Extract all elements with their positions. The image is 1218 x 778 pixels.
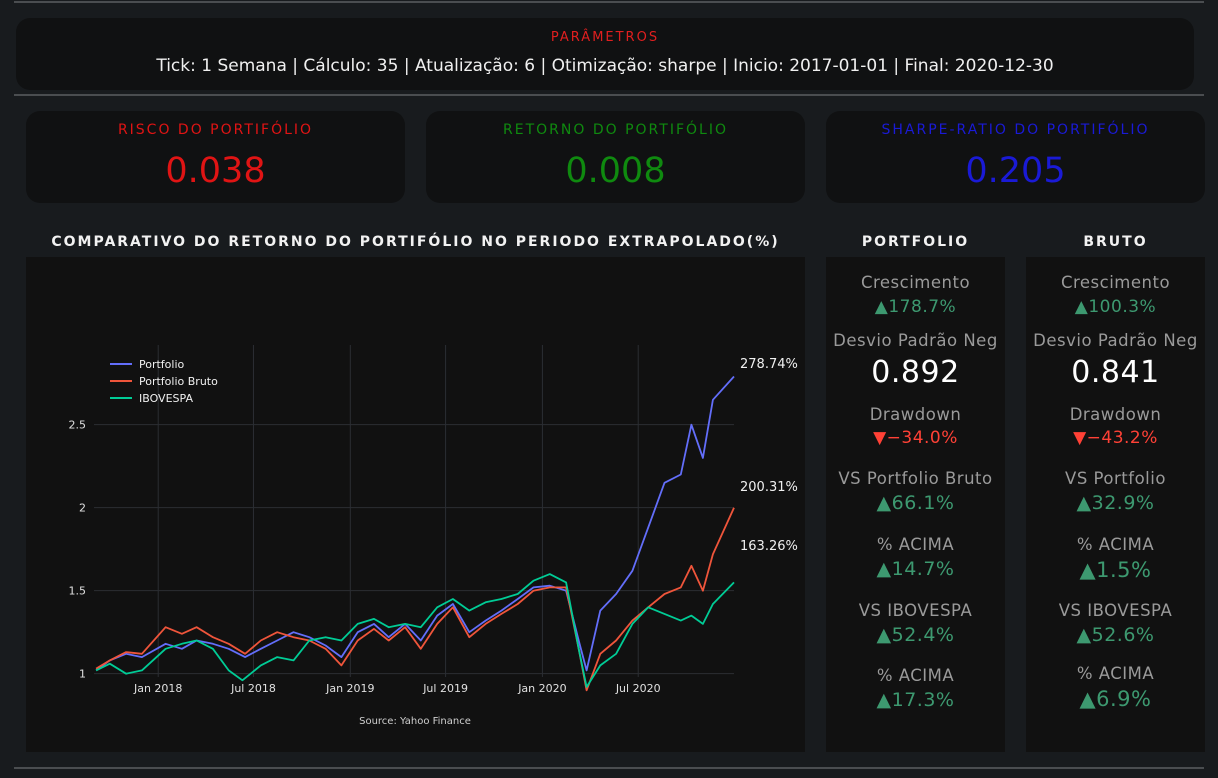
crescimento-label: Crescimento [860,273,971,292]
x-tick-label: Jan 2018 [133,682,182,695]
series-line-3 [95,573,735,688]
end-label: 200.31% [740,480,798,495]
acima1-label: % ACIMA [1076,535,1155,554]
legend-label: IBOVESPA [139,392,193,405]
drawdown-label: Drawdown [869,405,962,424]
x-tick-label: Jul 2019 [422,682,468,695]
end-label: 163.26% [740,539,798,554]
series-line-2 [95,507,735,692]
kpi-card-return: RETORNO DO PORTIFÓLIO 0.008 [426,111,805,203]
y-tick-label: 2 [79,502,86,515]
desvio-label: Desvio Padrão Neg [1033,331,1198,350]
crescimento-value: ▲178.7% [874,297,957,317]
bruto-stats-title: BRUTO [1083,234,1148,250]
vs-ibovespa-label: VS IBOVESPA [858,601,973,620]
crescimento-value: ▲100.3% [1074,297,1157,317]
kpi-sharpe-value: 0.205 [965,151,1066,191]
chart-grid [94,345,734,677]
chart-legend: Portfolio Portfolio Bruto IBOVESPA [110,358,218,405]
x-tick-labels: Jan 2018 Jul 2018 Jan 2019 Jul 2019 Jan 2020… [133,682,661,695]
portfolio-stats-panel: Crescimento ▲178.7% Desvio Padrão Neg 0.… [826,257,1005,752]
vs-ibovespa-label: VS IBOVESPA [1058,601,1173,620]
x-tick-label: Jul 2020 [615,682,661,695]
kpi-risk-value: 0.038 [165,151,266,191]
vs-ibovespa-value: ▲52.4% [876,624,955,646]
desvio-label: Desvio Padrão Neg [833,331,998,350]
legend-label: Portfolio [139,358,185,371]
vs-portfolio-value: ▲32.9% [1076,492,1155,514]
y-tick-label: 1 [79,668,86,681]
vs-portfolio-label: VS Portfolio [1065,469,1166,488]
acima2-label: % ACIMA [876,666,955,685]
drawdown-value: ▼−34.0% [873,428,958,448]
kpi-return-label: RETORNO DO PORTIFÓLIO [503,122,728,138]
kpi-return-value: 0.008 [565,151,666,191]
crescimento-label: Crescimento [1060,273,1171,292]
chart-svg: 1 1.5 2 2.5 Jan 2018 Jul 2018 Jan 2019 Jul 201… [69,345,798,727]
acima1-label: % ACIMA [876,535,955,554]
drawdown-label: Drawdown [1069,405,1162,424]
kpi-risk-label: RISCO DO PORTIFÓLIO [117,122,314,138]
drawdown-value: ▼−43.2% [1073,428,1158,448]
series-line-1 [95,375,735,672]
end-labels: 278.74% 200.31% 163.26% [740,357,798,554]
params-panel: PARÂMETROS Tick: 1 Semana | Cálculo: 35 … [16,18,1194,90]
desvio-value: 0.841 [1071,355,1160,390]
x-tick-label: Jan 2020 [517,682,566,695]
kpi-card-risk: RISCO DO PORTIFÓLIO 0.038 [26,111,405,203]
y-tick-label: 2.5 [69,419,87,432]
acima2-value: ▲17.3% [876,689,955,711]
acima1-value: ▲14.7% [876,558,955,580]
acima1-value: ▲1.5% [1079,558,1152,582]
kpi-sharpe-label: SHARPE-RATIO DO PORTIFÓLIO [881,122,1150,138]
y-tick-label: 1.5 [69,585,87,598]
params-text: Tick: 1 Semana | Cálculo: 35 | Atualizaç… [156,56,1054,76]
end-label: 278.74% [740,357,798,372]
bruto-stats-panel: Crescimento ▲100.3% Desvio Padrão Neg 0.… [1026,257,1205,752]
x-tick-label: Jul 2018 [230,682,276,695]
vs-bruto-label: VS Portfolio Bruto [838,469,993,488]
acima2-value: ▲6.9% [1079,687,1152,711]
acima2-label: % ACIMA [1076,664,1155,683]
portfolio-stats-title: PORTFOLIO [861,234,970,250]
legend-label: Portfolio Bruto [139,375,218,388]
chart-source: Source: Yahoo Finance [359,716,471,727]
vs-bruto-value: ▲66.1% [876,492,955,514]
vs-ibovespa-value: ▲52.6% [1076,624,1155,646]
x-tick-label: Jan 2019 [325,682,374,695]
chart-title: COMPARATIVO DO RETORNO DO PORTIFÓLIO NO … [51,234,780,250]
desvio-value: 0.892 [871,355,960,390]
kpi-card-sharpe: SHARPE-RATIO DO PORTIFÓLIO 0.205 [826,111,1205,203]
series-lines [95,375,735,692]
bottom-divider [14,767,1204,769]
chart-panel: 1 1.5 2 2.5 Jan 2018 Jul 2018 Jan 2019 Jul 201… [26,257,805,752]
y-tick-labels: 1 1.5 2 2.5 [69,419,87,681]
params-divider [14,94,1204,96]
top-divider [14,1,1204,3]
params-title: PARÂMETROS [550,30,660,45]
